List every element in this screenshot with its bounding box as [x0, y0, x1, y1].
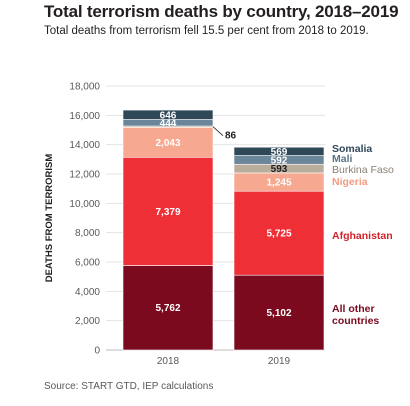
y-tick-label: 0 [94, 346, 100, 357]
data-label: 569 [271, 147, 288, 158]
data-label: 592 [271, 155, 288, 166]
bar-segment-all-other-countries-2019 [233, 274, 325, 351]
y-tick-label: 2,000 [75, 316, 100, 327]
y-tick-label: 8,000 [75, 228, 100, 239]
legend-label: countries [332, 315, 379, 327]
legend-label: Afghanistan [332, 230, 393, 242]
legend-label: Mali [332, 153, 353, 165]
bar-segment-somalia-2019 [233, 146, 325, 156]
y-tick-label: 6,000 [75, 258, 100, 269]
data-label: 5,762 [155, 303, 180, 314]
data-label: 444 [160, 118, 177, 129]
legend-label: Somalia [332, 143, 372, 155]
data-label: 86 [225, 131, 237, 142]
data-label: 1,245 [266, 178, 291, 189]
bar-segment-afghanistan-2018 [122, 156, 214, 266]
y-tick-label: 18,000 [69, 82, 100, 93]
bar-segment-nigeria-2018 [122, 127, 214, 158]
y-tick-label: 16,000 [69, 111, 100, 122]
bar-segment-somalia-2018 [122, 109, 214, 120]
bar-segment-all-other-countries-2018 [122, 265, 214, 351]
y-tick-label: 4,000 [75, 287, 100, 298]
bar-segment-afghanistan-2019 [233, 190, 325, 276]
data-label: 5,102 [266, 308, 291, 319]
data-label: 593 [271, 164, 288, 175]
leader-line [212, 126, 224, 136]
legend-label: All other [332, 303, 375, 315]
data-label: 5,725 [266, 229, 291, 240]
y-axis-title: DEATHS FROM TERRORISM [44, 154, 55, 283]
y-tick-label: 12,000 [69, 170, 100, 181]
chart-title: Total terrorism deaths by country, 2018–… [44, 2, 399, 21]
chart-subtitle: Total deaths from terrorism fell 15.5 pe… [44, 25, 369, 37]
data-label: 7,379 [155, 207, 180, 218]
x-tick-label: 2019 [268, 356, 291, 367]
y-tick-label: 10,000 [69, 199, 100, 210]
y-tick-label: 14,000 [69, 140, 100, 151]
data-label: 2,043 [155, 138, 180, 149]
legend-label: Burkina Faso [332, 164, 394, 176]
legend-label: Nigeria [332, 176, 368, 188]
source-note: Source: START GTD, IEP calculations [44, 381, 214, 392]
x-tick-label: 2018 [157, 356, 180, 367]
data-label: 646 [160, 110, 177, 121]
